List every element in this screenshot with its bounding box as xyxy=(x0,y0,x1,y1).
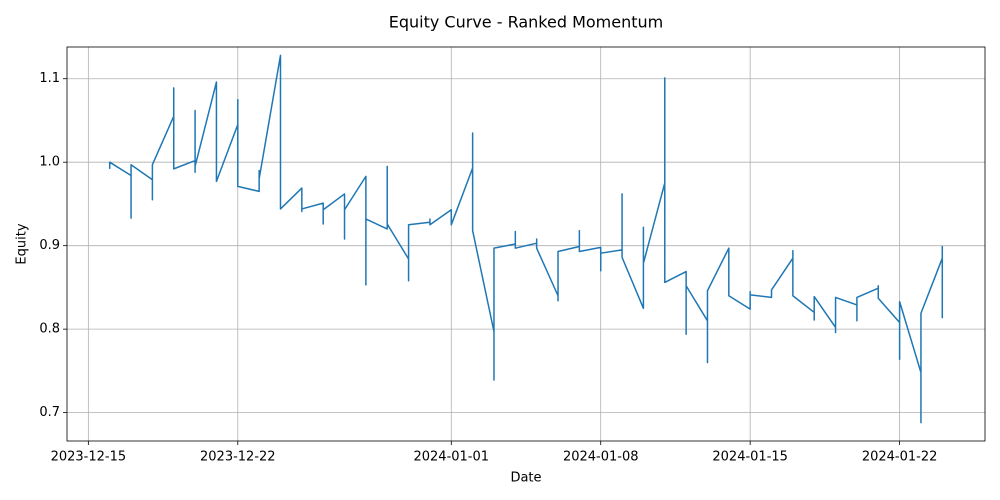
x-tick-label: 2023-12-22 xyxy=(200,450,276,465)
x-tick-label: 2024-01-15 xyxy=(712,450,788,465)
y-tick-label: 0.7 xyxy=(39,405,60,420)
y-tick-label: 0.9 xyxy=(39,238,60,253)
chart-title: Equity Curve - Ranked Momentum xyxy=(389,13,663,32)
x-tick-label: 2024-01-22 xyxy=(862,450,938,465)
x-tick-label: 2024-01-01 xyxy=(413,450,489,465)
y-tick-label: 1.0 xyxy=(39,155,60,170)
plot-frame xyxy=(66,46,986,442)
grid-layer xyxy=(67,47,985,441)
y-tick-label: 1.1 xyxy=(39,71,60,86)
y-tick-label: 0.8 xyxy=(39,322,60,337)
x-tick-label: 2024-01-08 xyxy=(563,450,639,465)
x-tick-label: 2023-12-15 xyxy=(51,450,127,465)
x-axis-label: Date xyxy=(510,471,541,486)
equity-line xyxy=(108,54,944,424)
y-axis-label: Equity xyxy=(15,223,30,264)
plot-layer xyxy=(108,54,944,424)
